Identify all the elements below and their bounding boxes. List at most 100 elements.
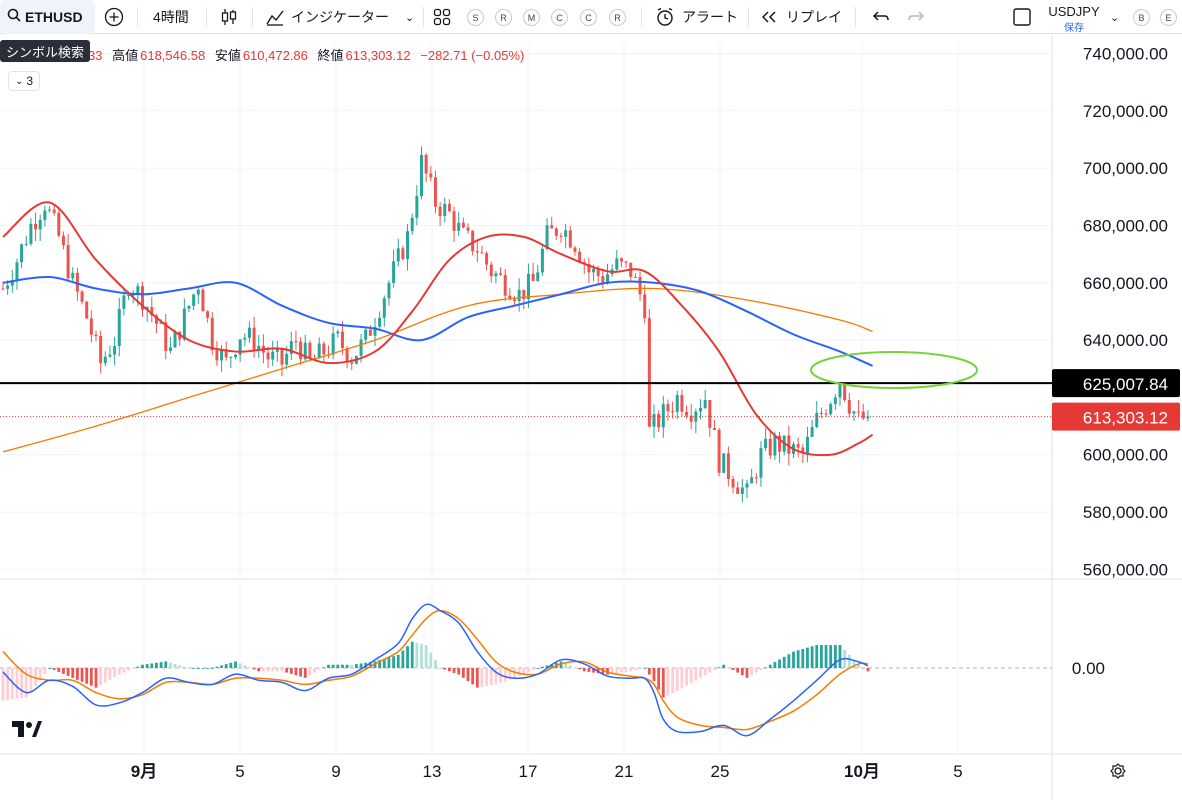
macd-histogram-bar — [582, 668, 586, 672]
undo-button[interactable] — [871, 0, 889, 34]
templates-button[interactable] — [433, 0, 451, 34]
candle-body — [513, 299, 516, 302]
macd-histogram-bar — [829, 645, 833, 668]
macd-histogram-bar — [694, 668, 698, 681]
candle-body — [94, 334, 98, 336]
macd-histogram-bar — [229, 662, 233, 668]
price-tick-label: 680,000.00 — [1083, 216, 1168, 235]
macd-histogram-bar — [252, 668, 256, 670]
macd-histogram-bar — [275, 668, 279, 672]
macd-histogram-bar — [731, 668, 735, 670]
candle-body — [322, 343, 326, 355]
candle-body — [592, 268, 596, 273]
symbol-search-button[interactable]: ETHUSD — [0, 0, 95, 34]
candle-body — [303, 342, 307, 360]
candle-body — [159, 322, 163, 324]
compare-add-button[interactable] — [104, 0, 124, 34]
macd-histogram-bar — [564, 663, 568, 668]
candle-body — [1, 288, 5, 290]
candle-body — [61, 235, 65, 246]
macd-histogram-bar — [215, 666, 219, 668]
alert-button[interactable]: アラート — [655, 0, 738, 34]
macd-histogram-bar — [513, 668, 516, 678]
moving-averages — [2, 201, 874, 457]
plus-circle-icon — [104, 7, 124, 27]
candle-body — [587, 264, 591, 273]
macd-histogram-bar — [466, 668, 470, 682]
redo-button[interactable] — [908, 0, 926, 34]
study-badge-r2[interactable]: R — [609, 9, 626, 26]
macd-histogram-bar — [503, 668, 507, 682]
candle-body — [420, 154, 423, 197]
macd-histogram-bar — [38, 668, 42, 680]
grid-icon — [433, 8, 451, 26]
candle-body — [661, 404, 665, 428]
macd-histogram-bar — [359, 663, 363, 668]
candle-body — [164, 322, 168, 351]
candle-body — [243, 337, 247, 340]
macd-histogram-bar — [852, 659, 856, 668]
macd-histogram-bar — [350, 664, 354, 668]
candle-body — [378, 317, 382, 327]
macd-histogram-bar — [29, 668, 33, 692]
macd-histogram-bar — [401, 650, 405, 668]
badge-b[interactable]: B — [1133, 9, 1150, 26]
candle-body — [805, 436, 809, 454]
candle-body — [317, 343, 321, 359]
candle-body — [308, 342, 312, 359]
candle-body — [461, 222, 465, 228]
candle-body — [340, 331, 344, 348]
macd-histogram-bar — [62, 668, 65, 674]
indicators-button[interactable]: インジケーター ⌄ — [265, 0, 414, 34]
macd-histogram-bar — [703, 668, 707, 676]
replay-button[interactable]: リプレイ — [760, 0, 842, 34]
chart-type-button[interactable] — [219, 0, 239, 34]
badge-e[interactable]: E — [1160, 9, 1177, 26]
candle-body — [99, 335, 103, 364]
study-badge-m[interactable]: M — [523, 9, 540, 26]
legend-change: −282.71 (−0.05%) — [420, 48, 525, 63]
macd-histogram-bar — [6, 668, 10, 701]
study-badge-c2[interactable]: C — [580, 9, 597, 26]
macd-histogram-bar — [15, 668, 19, 699]
candle-body — [522, 289, 526, 299]
macd-histogram-bar — [443, 668, 447, 670]
candle-body — [285, 353, 289, 365]
macd-histogram-bar — [717, 667, 721, 669]
candle-body — [280, 348, 284, 365]
study-badge-r[interactable]: R — [495, 9, 512, 26]
macd-histogram-bar — [685, 668, 688, 686]
macd-histogram-bar — [778, 659, 781, 668]
macd-histogram-bar — [768, 664, 772, 668]
candle-body — [699, 407, 702, 412]
indicator-collapse-button[interactable]: ⌄ 3 — [8, 71, 40, 91]
candle-body — [187, 305, 191, 309]
macd-histogram-bar — [336, 664, 340, 668]
study-badge-s[interactable]: S — [467, 9, 484, 26]
gear-icon[interactable] — [1110, 763, 1126, 783]
macd-histogram-bar — [531, 668, 535, 670]
candle-body — [336, 331, 340, 334]
candle-body — [350, 362, 354, 364]
interval-button[interactable]: 4時間 — [153, 9, 189, 25]
macd-histogram-bar — [201, 668, 205, 669]
macd-histogram-bar — [420, 643, 423, 668]
candle-body — [685, 411, 689, 416]
macd-histogram-bar — [559, 661, 563, 668]
candle-body — [359, 339, 363, 356]
legend-low-value: 610,472.86 — [242, 48, 308, 63]
layout-name[interactable]: USDJPY 保存 — [1046, 4, 1102, 34]
macd-histogram-bar — [341, 664, 344, 668]
ma-orange-line — [2, 287, 873, 453]
candle-body — [368, 329, 372, 336]
macd-histogram-bar — [303, 668, 307, 678]
candle-body — [52, 209, 56, 213]
macd-histogram-bar — [392, 656, 395, 668]
candle-body — [136, 286, 140, 295]
layout-symbol: USDJPY — [1048, 4, 1100, 19]
layout-button[interactable] — [1012, 0, 1032, 34]
layout-menu-chevron[interactable]: ⌄ — [1110, 0, 1119, 34]
study-badge-c1[interactable]: C — [551, 9, 568, 26]
candle-body — [545, 225, 549, 249]
